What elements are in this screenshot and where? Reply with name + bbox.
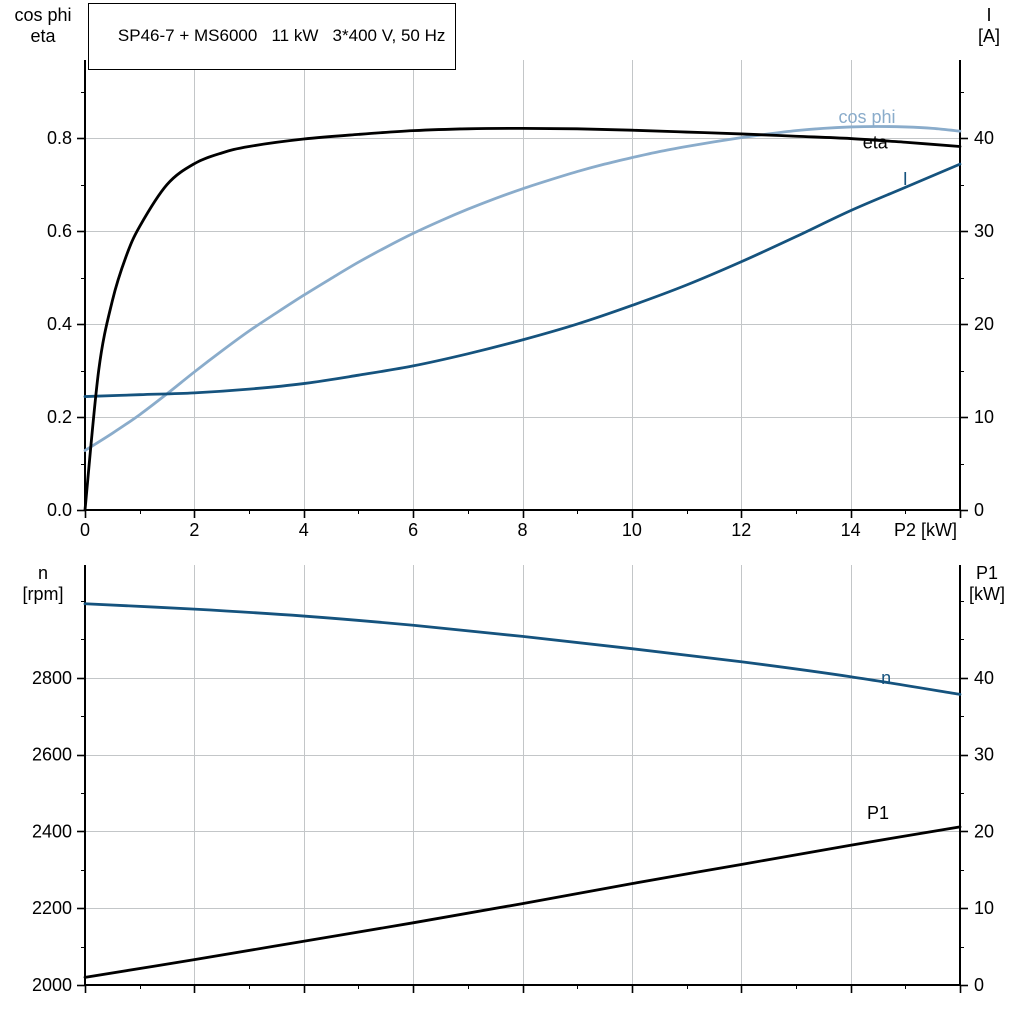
curve-cos-phi: [83, 125, 962, 452]
tick-label-right: 20: [974, 314, 994, 334]
tick-label-left: 0.8: [47, 128, 72, 148]
x-axis-unit-label: P2 [kW]: [894, 520, 957, 540]
tick-label-x: 0: [80, 520, 90, 540]
top-chart-left-axis-title: cos phi eta: [2, 5, 84, 47]
chart-bottom: 2000 2200 2400 2600 2800 0 10 20 30 40 n P1: [32, 565, 994, 995]
axis-title-current-unit: [A]: [977, 26, 1000, 46]
tick-label-right: 20: [974, 821, 994, 841]
curve-label-I: I: [903, 169, 908, 189]
chart-title-box: SP46-7 + MS6000 11 kW 3*400 V, 50 Hz: [88, 3, 457, 70]
tick-label-right: 10: [974, 407, 994, 427]
tick-label-left: 2000: [32, 975, 72, 995]
tick-label-right: 0: [974, 975, 984, 995]
axis-title-p1: P1: [975, 563, 999, 583]
tick-label-right: 0: [974, 500, 984, 520]
curve-P1: [83, 825, 962, 979]
curve-eta: [83, 126, 962, 512]
tick-label-right: 40: [974, 668, 994, 688]
curve-I: [83, 162, 962, 398]
tick-label-left: 2400: [32, 821, 72, 841]
axis-title-cos-phi: cos phi: [14, 5, 72, 25]
chart-top: 0.0 0.2 0.4 0.6 0.8 0 10 20 30 40 0 2 4 6 8 10 12 14 P2 [k…: [47, 60, 994, 540]
curve-label-n: n: [881, 668, 891, 688]
axis-title-current: I: [986, 5, 992, 25]
axis-title-speed-unit: [rpm]: [22, 584, 64, 604]
axis-title-p1-unit: [kW]: [969, 584, 1005, 604]
curve-label-eta: eta: [863, 132, 889, 152]
tick-label-x: 8: [517, 520, 527, 540]
chart-title: SP46-7 + MS6000 11 kW 3*400 V, 50 Hz: [117, 26, 446, 45]
curve-label-cos-phi: cos phi: [839, 107, 896, 127]
tick-label-right: 30: [974, 745, 994, 765]
tick-label-x: 10: [622, 520, 642, 540]
tick-label-left: 0.0: [47, 500, 72, 520]
bottom-chart-right-axis-title: P1 [kW]: [956, 563, 1018, 605]
axis-title-eta: eta: [30, 26, 56, 46]
tick-label-right: 30: [974, 221, 994, 241]
curve-label-P1: P1: [867, 803, 889, 823]
top-chart-right-axis-title: I [A]: [960, 5, 1018, 47]
bottom-chart-left-axis-title: n [rpm]: [2, 563, 84, 605]
tick-label-x: 6: [408, 520, 418, 540]
tick-label-right: 10: [974, 898, 994, 918]
tick-label-left: 2800: [32, 668, 72, 688]
tick-label-x: 2: [189, 520, 199, 540]
tick-label-left: 2600: [32, 745, 72, 765]
tick-label-x: 14: [841, 520, 861, 540]
tick-label-left: 0.6: [47, 221, 72, 241]
tick-label-left: 2200: [32, 898, 72, 918]
tick-label-left: 0.4: [47, 314, 72, 334]
tick-label-right: 40: [974, 128, 994, 148]
axis-title-speed: n: [37, 563, 48, 583]
tick-label-x: 4: [299, 520, 309, 540]
tick-label-left: 0.2: [47, 407, 72, 427]
curve-n: [83, 602, 962, 696]
tick-label-x: 12: [731, 520, 751, 540]
